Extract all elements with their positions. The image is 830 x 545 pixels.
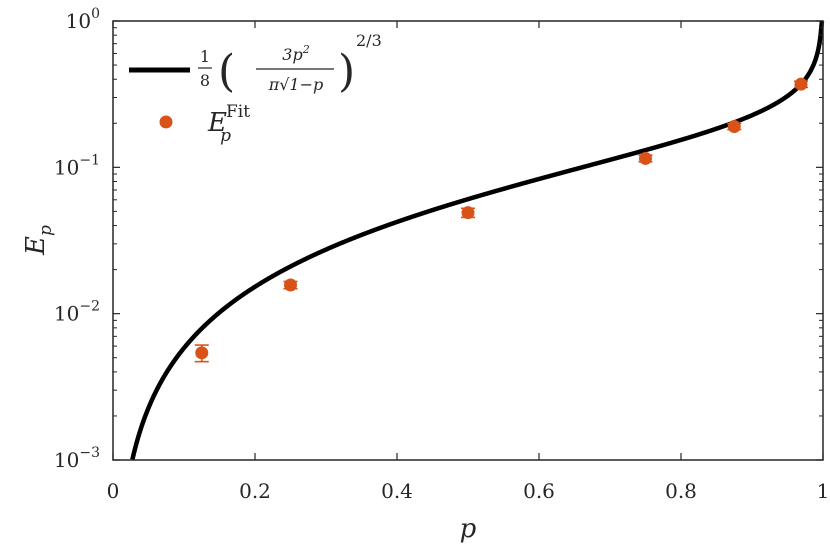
svg-text:): ) xyxy=(338,46,355,97)
data-point xyxy=(284,278,297,292)
legend-marker-swatch xyxy=(159,115,173,129)
data-points-layer xyxy=(194,77,808,363)
axis-ticks: 0 0.2 0.4 0.6 0.8 1 10−3 10−2 10−1 100 xyxy=(54,6,829,503)
data-point xyxy=(639,151,652,165)
y-tick-label: 10−3 xyxy=(54,445,100,472)
x-tick-label: 0.6 xyxy=(523,479,555,503)
y-axis-label: Ep xyxy=(21,225,56,256)
model-curve xyxy=(130,20,825,460)
x-tick-label: 0.2 xyxy=(239,479,271,503)
svg-text:3p2: 3p2 xyxy=(282,43,309,64)
plot-area-frame xyxy=(112,20,824,461)
x-tick-label: 1 xyxy=(817,479,830,503)
legend-fit-label: EFit p xyxy=(207,102,250,146)
x-tick-label: 0.8 xyxy=(665,479,697,503)
legend-model-label: 1 8 ( 3p2 π√1−p ) 2/3 xyxy=(198,31,382,97)
svg-text:8: 8 xyxy=(200,71,210,90)
x-tick-label: 0 xyxy=(107,479,120,503)
y-tick-label: 10−1 xyxy=(54,152,100,179)
svg-text:1: 1 xyxy=(200,47,210,66)
data-point xyxy=(461,206,475,220)
data-point xyxy=(794,77,808,91)
svg-text:π√1−p: π√1−p xyxy=(268,75,324,94)
svg-text:2/3: 2/3 xyxy=(356,31,382,50)
x-tick-label: 0.4 xyxy=(381,479,413,503)
data-point xyxy=(195,346,209,360)
y-tick-label: 10−2 xyxy=(54,299,100,326)
svg-text:(: ( xyxy=(218,46,235,97)
y-tick-label: 100 xyxy=(66,6,100,33)
x-axis-label: p xyxy=(460,514,477,544)
data-point xyxy=(727,120,741,134)
model-curve-layer xyxy=(130,20,825,460)
legend: 1 8 ( 3p2 π√1−p ) 2/3 EFit p xyxy=(129,31,382,146)
